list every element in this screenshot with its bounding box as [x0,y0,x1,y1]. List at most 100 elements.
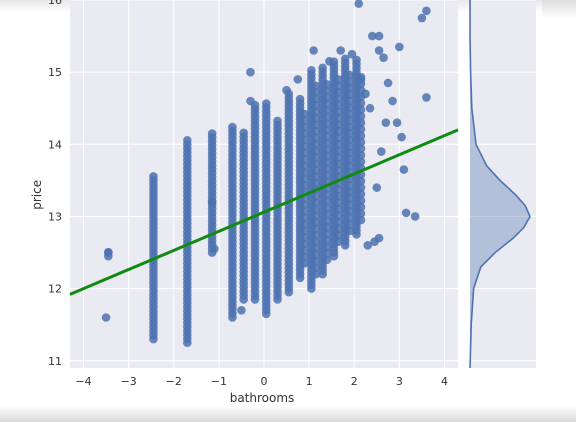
scatter-point [311,198,321,208]
scatter-point [311,133,321,143]
scatter-point [311,120,321,130]
scatter-point [183,136,192,145]
scatter-point [363,241,373,250]
scatter-point [334,159,343,169]
scatter-point [300,207,309,216]
scatter-point [300,259,309,268]
scatter-point [311,165,321,175]
x-tick-label: −4 [75,375,91,388]
scatter-point [374,233,384,243]
scatter-point [334,88,343,97]
y-tick-label: 14 [48,138,62,151]
scatter-point [311,159,321,169]
scatter-point [322,210,332,219]
x-tick-label: −3 [121,375,137,388]
scatter-point [207,129,217,138]
scatter-point [334,237,343,247]
scatter-point [322,119,332,128]
scatter-point [322,80,332,89]
scatter-point [282,85,291,95]
y-tick-label: 11 [48,355,62,368]
scatter-point [311,178,321,188]
scatter-point [322,138,332,148]
scatter-point [392,118,402,127]
scatter-point [322,145,332,154]
scatter-point [356,98,366,108]
scatter-point [345,103,355,112]
scatter-point [422,6,431,16]
x-tick-labels: −4 −3 −2 −1 0 1 2 3 4 [75,375,448,388]
scatter-point [334,198,343,208]
scatter-point [237,305,246,315]
scatter-point [410,212,420,221]
scatter-point [345,90,355,99]
density-line [469,0,531,369]
scatter-point [300,116,309,125]
scatter-point [322,132,332,141]
scatter-point [367,31,377,41]
scatter-point [356,118,366,127]
scatter-point [345,129,355,138]
scatter-point [311,243,321,253]
scatter-point [104,248,113,257]
scatter-point [261,99,271,108]
scatter-point [374,31,384,41]
scatter-point [300,109,309,119]
scatter-point [311,127,321,136]
scatter-point [345,148,355,158]
scatter-point [239,128,248,138]
scatter-point [311,237,321,247]
scatter-point [300,129,309,138]
scatter-point [246,67,255,77]
scatter-point [322,190,332,200]
scatter-point [322,171,332,180]
scatter-point [322,93,332,102]
x-tick-label: 4 [441,375,448,388]
scatter-point [334,94,343,104]
scatter-point [246,96,255,106]
scatter-point [322,203,332,213]
scatter-point [311,269,321,279]
scatter-point [311,114,321,123]
y-tick-label: 15 [48,66,62,79]
scatter-point [356,150,366,160]
scatter-point [311,263,321,273]
scatter-point [345,213,355,223]
scatter-point [334,153,343,162]
scatter-point [318,63,327,73]
x-axis-label: bathrooms [230,391,295,405]
scatter-point [149,172,158,181]
scatter-point [300,239,309,249]
scatter-point [311,256,321,266]
scatter-points [101,0,431,348]
scatter-point [334,217,343,227]
scatter-point [322,99,332,109]
scatter-point [311,107,321,117]
scatter-point [307,66,316,75]
regression-line [69,128,459,296]
scatter-point [345,116,355,125]
scatter-point [322,242,332,252]
scatter-point [311,224,321,234]
scatter-point [365,103,375,113]
scatter-point [334,224,343,234]
scatter-point [309,46,318,55]
scatter-point [356,202,366,212]
scatter-point [300,161,309,171]
scatter-point [377,147,386,156]
scatter-point [334,185,343,195]
scatter-point [356,209,366,218]
scatter-point [379,53,388,63]
scatter-point [300,252,309,262]
scatter-point [356,144,366,153]
fit-line-segment [69,128,459,296]
scatter-point [381,118,391,127]
scatter-point [311,88,321,97]
x-tick-label: 1 [306,375,313,388]
scatter-point [345,96,355,106]
scatter-point [311,230,321,240]
scatter-point [322,235,332,245]
scatter-point [322,125,332,135]
scatter-point [273,116,282,126]
